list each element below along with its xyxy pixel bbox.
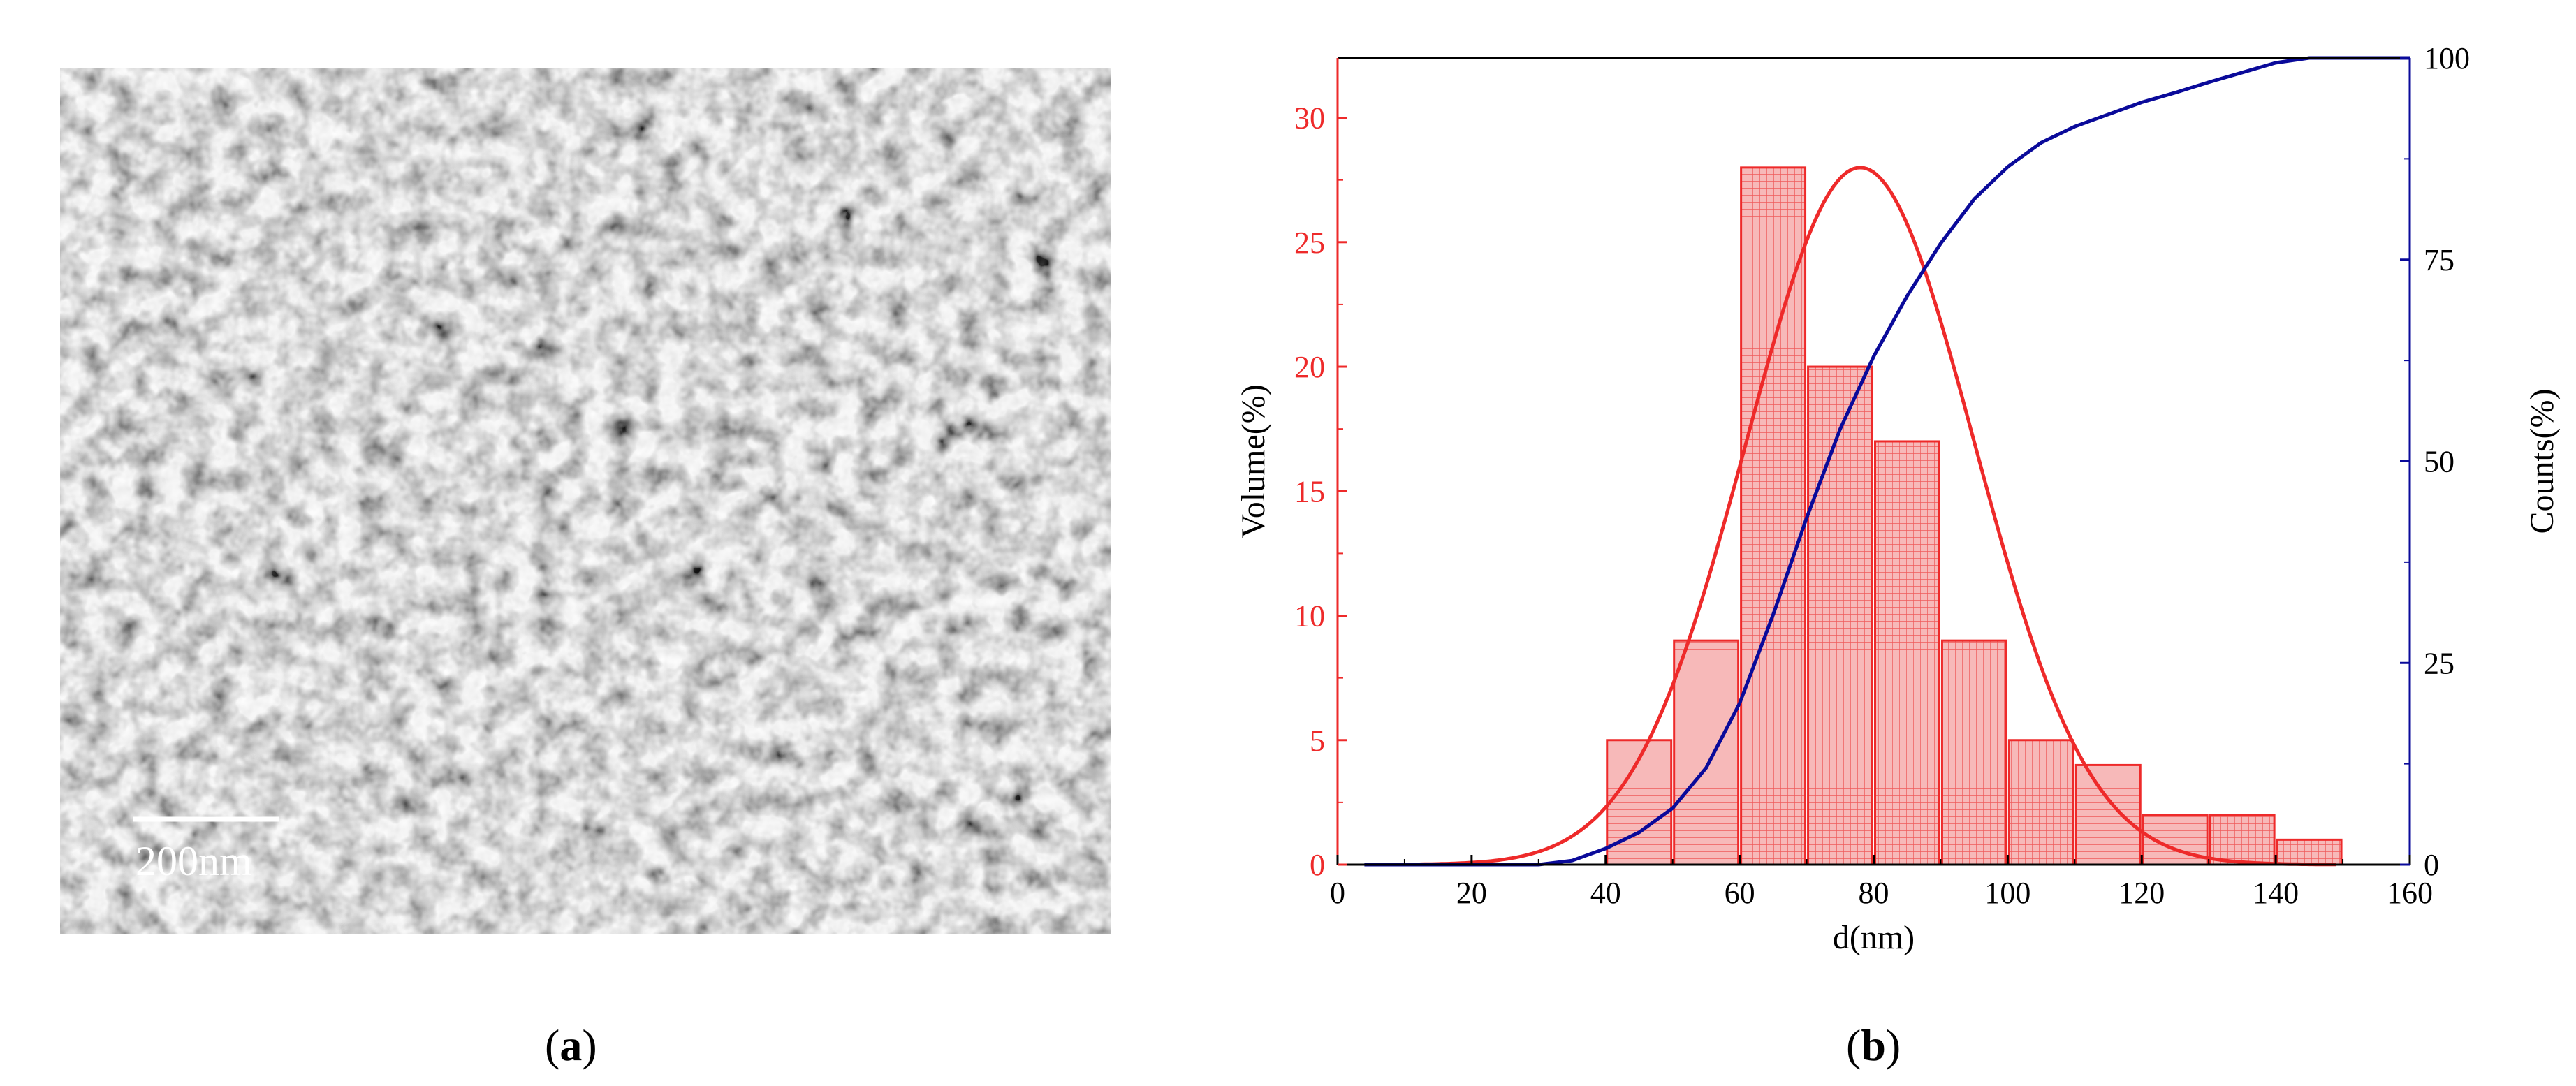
x-tick-label: 140 (2253, 876, 2299, 910)
y2-tick-label: 100 (2424, 41, 2470, 75)
y-tick-label: 30 (1294, 101, 1325, 135)
scale-bar-label: 200nm (136, 838, 252, 884)
y2-tick-label: 75 (2424, 243, 2454, 277)
x-tick-label: 60 (1725, 876, 1755, 910)
y2-axis-title: Counts(%) (2524, 389, 2561, 534)
histogram-bar-7 (2007, 739, 2074, 866)
y-tick-label: 0 (1310, 848, 1325, 882)
histogram-bar-8 (2074, 763, 2142, 866)
sem-micrograph: 200nm (60, 68, 1111, 934)
x-tick-label: 80 (1859, 876, 1889, 910)
x-tick-label: 0 (1330, 876, 1345, 910)
caption-a: (a) (545, 1020, 597, 1070)
histogram-bar-5 (1874, 440, 1940, 866)
histogram-bar-4 (1807, 365, 1873, 866)
size-distribution-chart: 0 20 40 60 80 100 120 140 1600510152025300255075… (1235, 41, 2561, 956)
y-tick-label: 25 (1294, 226, 1325, 260)
histogram-bar-11 (2276, 838, 2343, 866)
histogram-bar-6 (1940, 639, 2007, 866)
y2-tick-label: 25 (2424, 646, 2454, 680)
y-tick-label: 20 (1294, 350, 1325, 384)
x-tick-label: 100 (1984, 876, 2030, 910)
y2-tick-label: 0 (2424, 848, 2439, 882)
normal-fit-curve (1411, 166, 2336, 867)
y-tick-label: 10 (1294, 599, 1325, 633)
y-tick-label: 15 (1294, 474, 1325, 508)
x-tick-label: 20 (1456, 876, 1487, 910)
x-tick-label: 40 (1590, 876, 1621, 910)
y-axis-title: Volume(%) (1235, 384, 1272, 538)
x-tick-label: 160 (2387, 876, 2433, 910)
y2-tick-label: 50 (2424, 445, 2454, 479)
histogram-bar-2 (1673, 639, 1740, 866)
cumulative-counts-curve (1364, 56, 2410, 867)
caption-b: (b) (1846, 1020, 1901, 1070)
y-tick-label: 5 (1310, 724, 1325, 758)
histogram-bar-3 (1740, 166, 1807, 866)
histogram-bar-10 (2209, 814, 2276, 866)
x-axis-title: d(nm) (1833, 919, 1915, 956)
x-tick-label: 120 (2118, 876, 2165, 910)
